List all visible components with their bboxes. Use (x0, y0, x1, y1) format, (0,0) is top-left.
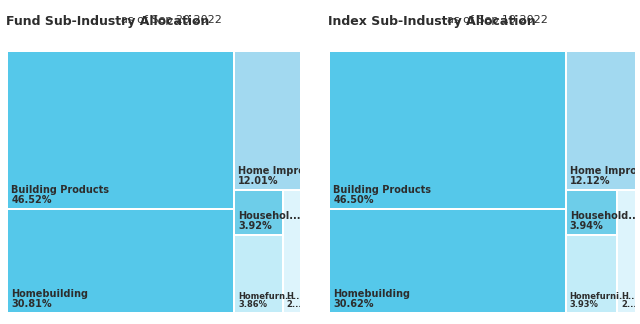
Text: 3.86%: 3.86% (238, 300, 267, 309)
Text: Househol...: Househol... (238, 212, 301, 222)
Bar (618, 191, 635, 312)
Text: 3.92%: 3.92% (238, 221, 272, 231)
Text: 46.50%: 46.50% (333, 195, 374, 205)
Bar (567, 52, 635, 189)
Text: 30.62%: 30.62% (333, 299, 374, 309)
Bar (8, 52, 233, 208)
Text: as of Sep 20 2022: as of Sep 20 2022 (114, 15, 222, 25)
Text: Fund Sub-Industry Allocation: Fund Sub-Industry Allocation (6, 15, 210, 28)
Text: Household...: Household... (570, 211, 639, 221)
Bar (330, 210, 564, 312)
Text: 30.81%: 30.81% (12, 299, 52, 309)
Text: Homebuilding: Homebuilding (12, 289, 88, 299)
Text: 12.01%: 12.01% (238, 176, 278, 186)
Text: 3.94%: 3.94% (570, 221, 604, 231)
Text: Homebuilding: Homebuilding (333, 289, 410, 299)
Bar (8, 210, 233, 312)
Bar (284, 191, 300, 312)
Bar (235, 191, 282, 234)
Bar (567, 191, 616, 234)
Text: 2...: 2... (621, 300, 637, 309)
Text: Index Sub-Industry Allocation: Index Sub-Industry Allocation (328, 15, 536, 28)
Text: Home Improve...: Home Improve... (570, 166, 640, 176)
Text: as of Sep 19 2022: as of Sep 19 2022 (440, 15, 548, 25)
Text: H...: H... (287, 292, 303, 301)
Text: 12.12%: 12.12% (570, 176, 610, 186)
Text: 2...: 2... (287, 300, 302, 309)
Bar (330, 52, 564, 208)
Text: Homefurni...: Homefurni... (570, 292, 630, 301)
Text: Homefurn...: Homefurn... (238, 292, 295, 301)
Text: 46.52%: 46.52% (12, 195, 52, 205)
Text: Building Products: Building Products (333, 185, 431, 195)
Text: H...: H... (621, 292, 637, 301)
Bar (567, 236, 616, 312)
Text: 3.93%: 3.93% (570, 300, 598, 309)
Text: Building Products: Building Products (12, 185, 109, 195)
Bar (235, 52, 300, 189)
Bar (235, 236, 282, 312)
Text: Home Improve...: Home Improve... (238, 166, 329, 176)
